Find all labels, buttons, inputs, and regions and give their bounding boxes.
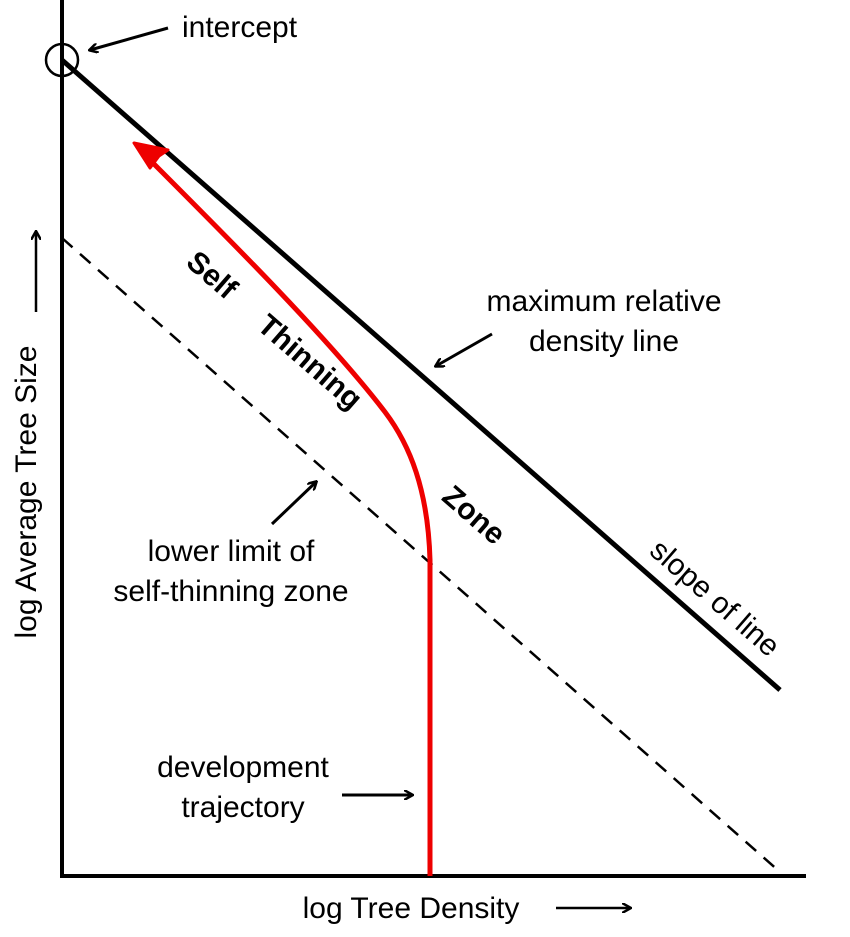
y-axis-label: log Average Tree Size <box>10 346 43 639</box>
max-line-arrow <box>436 332 493 366</box>
slope-label: slope of line <box>643 533 785 663</box>
trajectory-arrowhead <box>132 141 170 170</box>
intercept-arrow <box>90 26 169 50</box>
lower-limit-line <box>61 237 781 873</box>
intercept-label: intercept <box>182 11 298 44</box>
development-trajectory-curve <box>140 150 433 876</box>
x-axis-label: log Tree Density <box>303 892 520 925</box>
lower-limit-label-2: self-thinning zone <box>113 575 348 608</box>
intercept-circle <box>44 42 80 78</box>
development-label-2: trajectory <box>181 791 304 824</box>
development-label-1: development <box>157 751 329 784</box>
self-thinning-label-self: Self <box>180 245 244 307</box>
lower-limit-arrow <box>270 482 316 526</box>
max-line-label-1: maximum relative <box>486 285 721 318</box>
maximum-density-line <box>60 58 782 692</box>
lower-limit-label-1: lower limit of <box>148 535 315 568</box>
max-line-label-2: density line <box>529 325 679 358</box>
zone-label: Zone <box>436 479 512 551</box>
